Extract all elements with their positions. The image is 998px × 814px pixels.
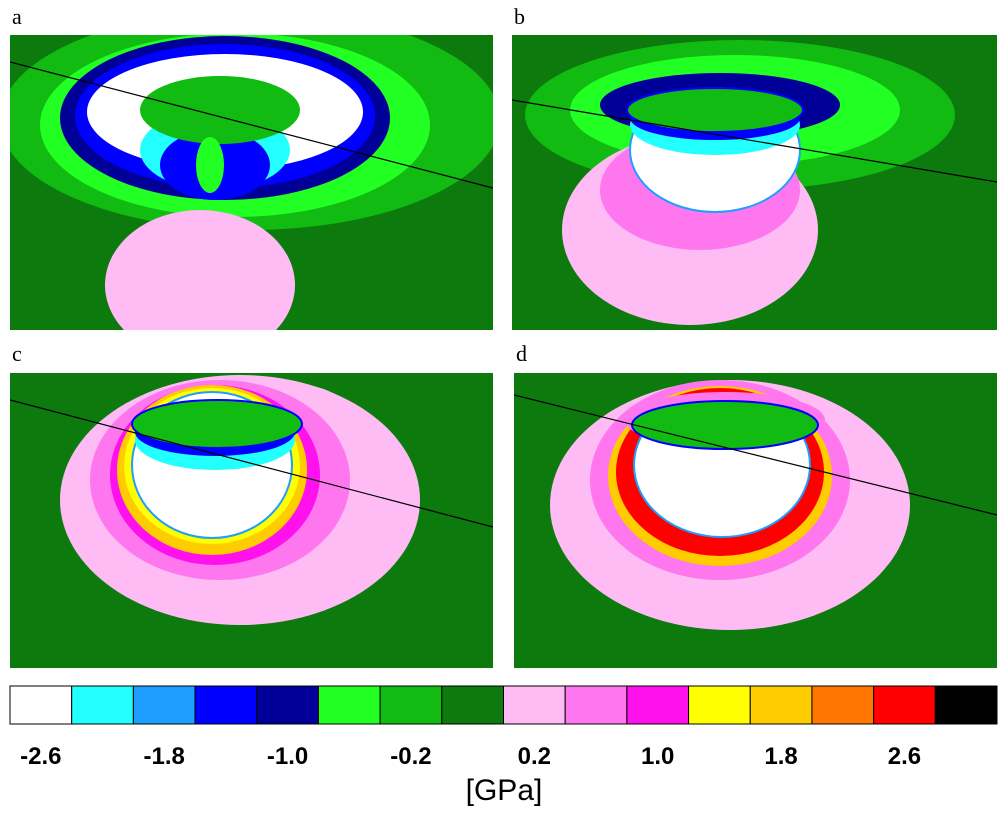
colorbar: -2.6 -1.8 -1.0 -0.2 0.2 1.0 1.8 2.6	[9, 685, 998, 770]
colorbar-cell	[688, 685, 751, 725]
colorbar-label: 1.0	[641, 743, 674, 770]
colorbar-label: -1.0	[267, 743, 308, 770]
colorbar-cell	[626, 685, 690, 725]
colorbar-cell	[934, 685, 998, 725]
colorbar-label: 2.6	[888, 743, 921, 770]
panel-label: a	[12, 4, 22, 29]
colorbar-label: 0.2	[518, 743, 551, 770]
colorbar-cell	[9, 685, 73, 725]
colorbar-cell	[503, 685, 566, 725]
colorbar-label: -1.8	[144, 743, 185, 770]
colorbar-cell	[811, 685, 875, 725]
colorbar-cell	[132, 685, 196, 725]
colorbar-cell	[441, 685, 504, 725]
panel-label: b	[514, 4, 525, 29]
colorbar-cell	[379, 685, 443, 725]
colorbar-label: -0.2	[390, 743, 431, 770]
unit-label: [GPa]	[466, 774, 543, 807]
panel-b	[512, 35, 997, 330]
colorbar-cell	[749, 685, 813, 725]
panel-label: c	[12, 341, 22, 366]
panel-a	[10, 35, 493, 330]
colorbar-cell	[317, 685, 381, 725]
panel-labels: a b c d	[12, 4, 527, 366]
panel-d	[514, 373, 997, 668]
colorbar-label: 1.8	[764, 743, 797, 770]
colorbar-cell	[256, 685, 319, 725]
colorbar-label: -2.6	[20, 743, 61, 770]
colorbar-cell	[564, 685, 628, 725]
colorbar-cell	[873, 685, 936, 725]
panel-label: d	[516, 341, 527, 366]
colorbar-cell	[194, 685, 258, 725]
colorbar-cell	[71, 685, 134, 725]
panel-c	[10, 373, 493, 668]
